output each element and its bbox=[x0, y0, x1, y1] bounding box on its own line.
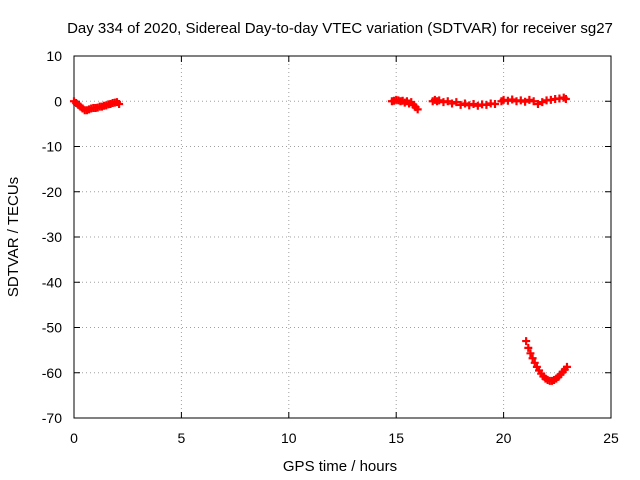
x-tick-label: 15 bbox=[388, 430, 404, 446]
x-tick-label: 20 bbox=[496, 430, 512, 446]
data-point bbox=[516, 96, 525, 105]
data-point bbox=[435, 96, 444, 105]
data-point bbox=[528, 354, 537, 363]
data-point bbox=[530, 358, 539, 367]
x-tick-label: 25 bbox=[603, 430, 619, 446]
x-tick-label: 0 bbox=[70, 430, 78, 446]
x-tick-label: 10 bbox=[281, 430, 297, 446]
y-tick-label: -40 bbox=[42, 274, 62, 290]
axis-ticks bbox=[73, 55, 612, 419]
data-points bbox=[70, 93, 571, 385]
data-point bbox=[491, 99, 500, 108]
y-tick-label: -50 bbox=[42, 320, 62, 336]
y-tick-label: -30 bbox=[42, 229, 62, 245]
data-point bbox=[529, 97, 538, 106]
y-tick-label: -70 bbox=[42, 410, 62, 426]
data-point bbox=[503, 96, 512, 105]
data-point bbox=[522, 337, 531, 346]
y-tick-label: 0 bbox=[54, 93, 62, 109]
y-tick-label: 10 bbox=[46, 48, 62, 64]
y-tick-label: -60 bbox=[42, 365, 62, 381]
y-tick-labels: 10 0 -10 -20 -30 -40 -50 -60 -70 bbox=[42, 48, 62, 426]
data-point bbox=[448, 99, 457, 108]
data-point bbox=[482, 100, 491, 109]
data-point bbox=[456, 100, 465, 109]
data-point bbox=[562, 362, 571, 371]
data-point bbox=[561, 94, 570, 103]
data-point bbox=[469, 99, 478, 108]
data-point bbox=[521, 97, 530, 106]
grid-lines bbox=[74, 56, 611, 418]
data-point bbox=[525, 95, 534, 104]
x-axis-label: GPS time / hours bbox=[283, 458, 397, 475]
data-point bbox=[115, 99, 124, 108]
data-point bbox=[452, 98, 461, 107]
data-point bbox=[524, 343, 533, 352]
data-point bbox=[413, 105, 422, 114]
x-tick-labels: 0 5 10 15 20 25 bbox=[70, 430, 619, 446]
x-tick-label: 5 bbox=[178, 430, 186, 446]
data-point bbox=[460, 99, 469, 108]
data-point bbox=[533, 99, 542, 108]
y-axis-label: SDTVAR / TECUs bbox=[5, 177, 22, 297]
data-point bbox=[538, 98, 547, 107]
data-point bbox=[443, 97, 452, 106]
y-tick-label: -10 bbox=[42, 139, 62, 155]
data-point bbox=[465, 101, 474, 110]
data-point bbox=[526, 349, 535, 358]
y-tick-label: -20 bbox=[42, 184, 62, 200]
data-point bbox=[473, 101, 482, 110]
chart-title: Day 334 of 2020, Sidereal Day-to-day VTE… bbox=[67, 20, 613, 37]
data-point bbox=[508, 95, 517, 104]
